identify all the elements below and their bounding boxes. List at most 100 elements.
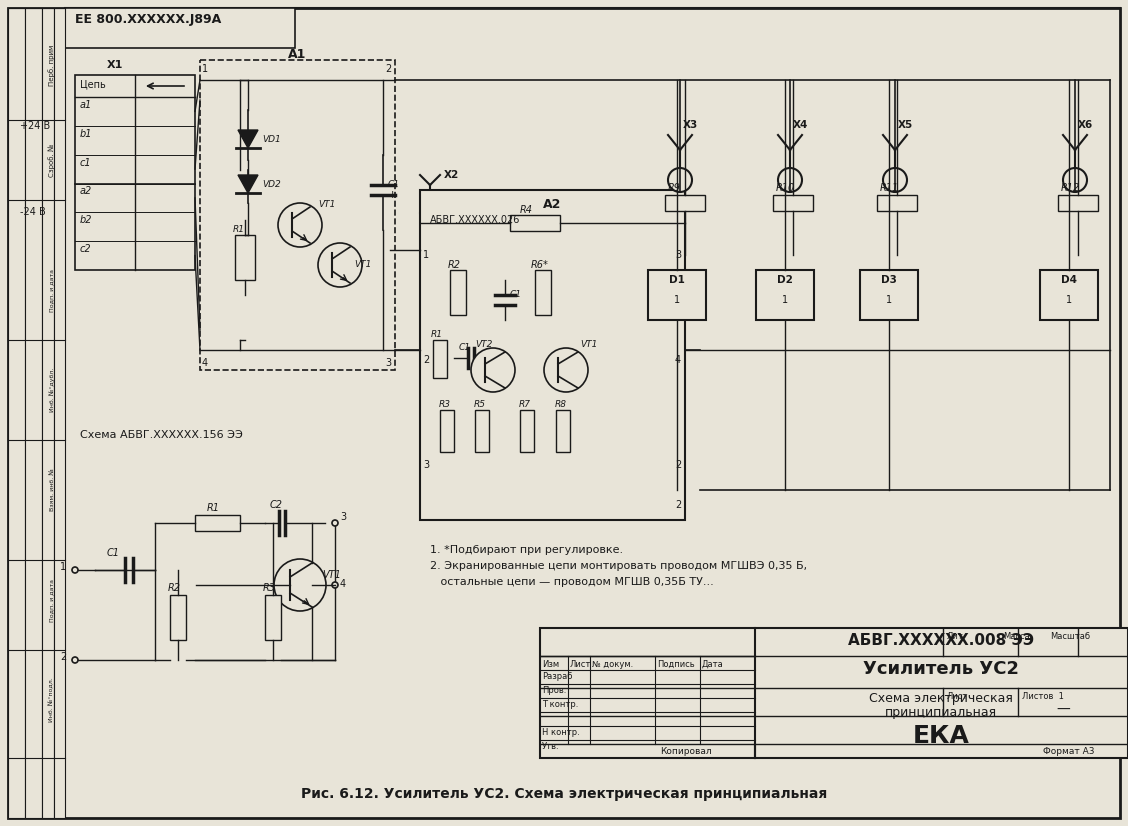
Text: Подпись: Подпись (656, 660, 695, 669)
Circle shape (72, 657, 78, 663)
Text: R6*: R6* (531, 260, 549, 270)
Bar (433, 340, 447, 378)
Text: Схема АБВГ.XXXXXX.156 ЭЭ: Схема АБВГ.XXXXXX.156 ЭЭ (80, 430, 243, 440)
Text: R4: R4 (520, 205, 534, 215)
Text: -24 В: -24 В (20, 207, 46, 217)
Text: Н контр.: Н контр. (541, 728, 580, 737)
Bar (1040, 270, 1098, 320)
Text: D1: D1 (669, 275, 685, 285)
Text: 4: 4 (202, 358, 209, 368)
Text: Изм: Изм (541, 660, 559, 669)
Text: R10: R10 (776, 183, 795, 193)
Text: АБВГ.XXXXXX.008 ЭЭ: АБВГ.XXXXXX.008 ЭЭ (848, 633, 1034, 648)
Text: D3: D3 (881, 275, 897, 285)
Text: VD1: VD1 (262, 135, 281, 144)
Text: 2: 2 (423, 355, 430, 365)
Text: 3: 3 (675, 250, 681, 260)
Text: Масса: Масса (1003, 632, 1030, 641)
Text: ЕКА: ЕКА (913, 724, 969, 748)
Text: Дата: Дата (702, 660, 724, 669)
Bar (54, 8, 65, 818)
Text: Цепь: Цепь (80, 79, 106, 89)
Text: R3: R3 (439, 400, 451, 409)
Text: Сзроб. №: Сзроб. № (49, 144, 55, 177)
Text: a2: a2 (80, 187, 92, 197)
Text: R1: R1 (431, 330, 443, 339)
Text: —: — (1056, 703, 1069, 717)
Text: Масштаб: Масштаб (1050, 632, 1090, 641)
Text: R1: R1 (233, 225, 245, 234)
Circle shape (332, 582, 338, 588)
Text: A2: A2 (543, 198, 562, 211)
Text: Подп. и дата: Подп. и дата (50, 578, 54, 621)
Bar (235, 235, 255, 280)
Text: C1: C1 (459, 343, 472, 352)
Text: R1: R1 (208, 503, 220, 513)
Text: 1: 1 (782, 295, 788, 305)
Text: Усилитель УС2: Усилитель УС2 (863, 660, 1019, 678)
Bar (42, 8, 54, 818)
Text: D2: D2 (777, 275, 793, 285)
Text: Лист: Лист (948, 692, 968, 701)
Bar (756, 270, 814, 320)
Text: b2: b2 (80, 216, 92, 225)
Bar (265, 595, 281, 640)
Bar (876, 195, 917, 211)
Text: R11: R11 (880, 183, 899, 193)
Text: C1: C1 (106, 548, 120, 558)
Bar (666, 195, 705, 211)
Bar (170, 595, 186, 640)
Text: Инб. №°подл.: Инб. №°подл. (50, 677, 54, 723)
Text: Формат А3: Формат А3 (1043, 747, 1094, 756)
Text: X6: X6 (1078, 120, 1093, 130)
Text: 2. Экранированные цепи монтировать проводом МГШВЭ 0,35 Б,: 2. Экранированные цепи монтировать прово… (430, 561, 808, 571)
Text: VT2: VT2 (475, 340, 493, 349)
Text: принципиальная: принципиальная (885, 706, 997, 719)
Text: 3: 3 (423, 460, 429, 470)
Circle shape (668, 168, 691, 192)
Bar (475, 410, 490, 452)
Bar (773, 195, 813, 211)
Text: остальные цепи — проводом МГШВ 0,35Б ТУ...: остальные цепи — проводом МГШВ 0,35Б ТУ.… (430, 577, 714, 587)
Text: 1: 1 (60, 562, 67, 572)
Text: D4: D4 (1061, 275, 1077, 285)
Text: X1: X1 (107, 60, 123, 70)
Text: 2: 2 (675, 500, 681, 510)
Bar (520, 410, 534, 452)
Text: 1: 1 (202, 64, 209, 74)
Text: Утв.: Утв. (541, 742, 559, 751)
Circle shape (778, 168, 802, 192)
Text: 3: 3 (340, 512, 346, 522)
Bar (74, 75, 195, 270)
Text: 1. *Подбирают при регулировке.: 1. *Подбирают при регулировке. (430, 545, 623, 555)
Text: 1: 1 (423, 250, 429, 260)
Text: X4: X4 (793, 120, 809, 130)
Text: C2: C2 (270, 500, 283, 510)
Text: Разраб: Разраб (541, 672, 573, 681)
Bar (647, 270, 706, 320)
Polygon shape (238, 175, 258, 193)
Text: Рис. 6.12. Усилитель УС2. Схема электрическая принципиальная: Рис. 6.12. Усилитель УС2. Схема электрич… (301, 787, 827, 801)
Text: ЕЕ 800.XXXXXX.J89A: ЕЕ 800.XXXXXX.J89A (74, 13, 221, 26)
Text: 4: 4 (340, 579, 346, 589)
Text: Взям. инб. №: Взям. инб. № (50, 468, 54, 511)
Bar (540, 628, 1128, 758)
Text: R3: R3 (263, 583, 276, 593)
Text: R7: R7 (519, 400, 531, 409)
Text: Лит: Лит (948, 632, 963, 641)
Bar (8, 8, 25, 818)
Text: C1: C1 (388, 180, 400, 189)
Bar (510, 215, 559, 231)
Text: R9: R9 (668, 183, 681, 193)
Text: +: + (388, 190, 397, 200)
Bar (195, 515, 240, 531)
Bar (860, 270, 918, 320)
Bar (65, 8, 296, 48)
Bar (450, 270, 466, 315)
Circle shape (332, 520, 338, 526)
Circle shape (544, 348, 588, 392)
Text: c2: c2 (80, 244, 91, 254)
Bar (440, 410, 453, 452)
Text: Т контр.: Т контр. (541, 700, 579, 709)
Text: Подп. и дата: Подп. и дата (50, 268, 54, 311)
